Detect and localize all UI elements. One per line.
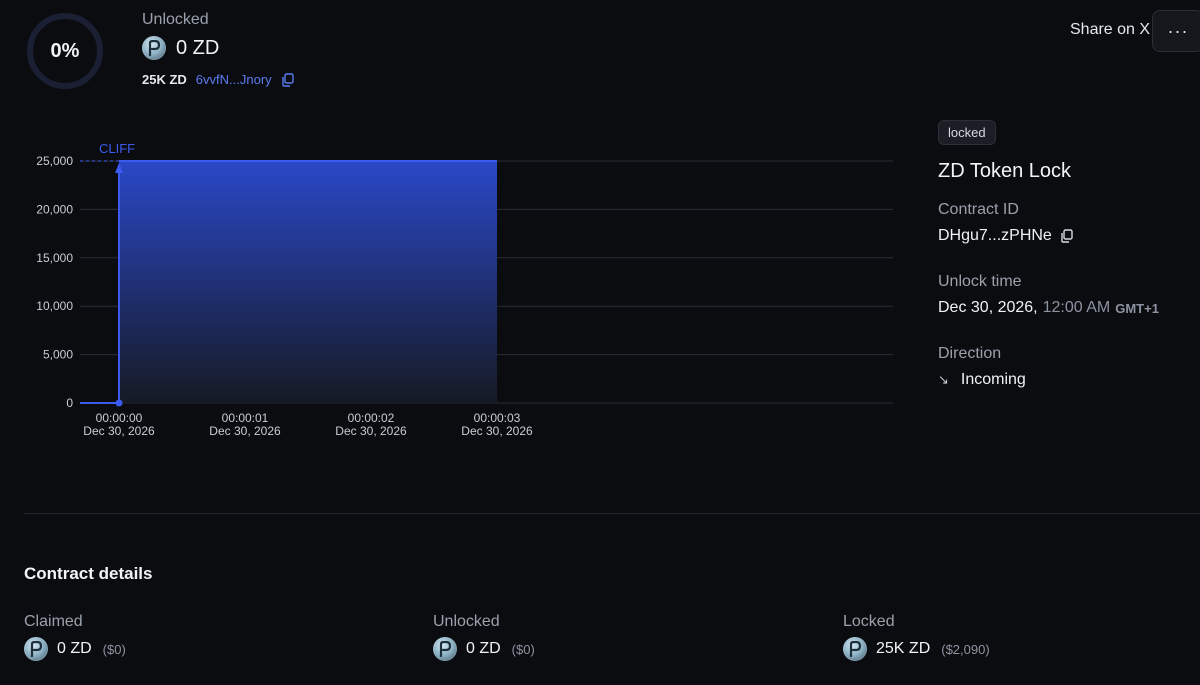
unlock-date: Dec 30, 2026, xyxy=(938,299,1038,316)
cliff-arrow-head xyxy=(115,163,123,173)
lock-title: ZD Token Lock xyxy=(938,160,1072,182)
contract-id-value: DHgu7...zPHNe xyxy=(938,227,1052,244)
x-tick-date: Dec 30, 2026 xyxy=(83,424,155,438)
locked-usd: ($2,090) xyxy=(941,641,990,657)
unlock-time-label: Unlock time xyxy=(938,273,1022,290)
unlocked-detail-usd: ($0) xyxy=(511,641,535,657)
direction-value: Incoming xyxy=(960,371,1026,388)
y-tick-label: 10,000 xyxy=(36,299,73,313)
direction-label: Direction xyxy=(938,345,1002,362)
progress-percent: 0% xyxy=(50,39,80,62)
start-point xyxy=(115,399,123,407)
x-tick-time: 00:00:02 xyxy=(348,411,395,425)
unlocked-amount-row: 0 ZD xyxy=(142,36,219,60)
vesting-chart-svg: 25,00020,00015,00010,0005,000000:00:00De… xyxy=(36,141,893,438)
claimed-amount: 0 ZD xyxy=(57,640,92,657)
zd-token-icon xyxy=(433,637,457,661)
claimed-usd: ($0) xyxy=(102,641,126,657)
x-tick-time: 00:00:01 xyxy=(222,411,269,425)
y-tick-label: 25,000 xyxy=(36,154,73,168)
locked-amount: 25K ZD xyxy=(876,640,931,657)
unlocked-detail-amount: 0 ZD xyxy=(466,640,501,657)
recipient-address-link[interactable]: 6vvfN...Jnory xyxy=(195,72,272,87)
claimed-row: 0 ZD ($0) xyxy=(24,637,126,661)
locked-row: 25K ZD ($2,090) xyxy=(843,637,990,661)
locked-label: Locked xyxy=(843,613,895,630)
unlocked-amount: 0 ZD xyxy=(176,36,220,59)
contract-id-row: DHgu7...zPHNe xyxy=(938,227,1074,245)
copy-icon[interactable] xyxy=(1060,229,1074,243)
total-amount: 25K ZD xyxy=(142,72,187,87)
status-badge: locked xyxy=(938,120,996,145)
unlocked-detail-row: 0 ZD ($0) xyxy=(433,637,535,661)
y-tick-label: 5,000 xyxy=(43,348,73,362)
more-options-button[interactable]: ··· xyxy=(1152,10,1200,52)
progress-ring xyxy=(26,12,104,90)
unlocked-label: Unlocked xyxy=(142,11,209,28)
y-tick-label: 15,000 xyxy=(36,251,73,265)
direction-row: ↘ Incoming xyxy=(938,371,1026,389)
contract-details-title: Contract details xyxy=(24,564,153,583)
cliff-label: CLIFF xyxy=(99,141,135,156)
section-divider xyxy=(24,513,1200,514)
x-tick-time: 00:00:03 xyxy=(474,411,521,425)
contract-id-label: Contract ID xyxy=(938,201,1019,218)
y-tick-label: 0 xyxy=(66,396,73,410)
x-tick-date: Dec 30, 2026 xyxy=(209,424,281,438)
x-tick-time: 00:00:00 xyxy=(96,411,143,425)
vesting-chart: 25,000 20,000 15,000 10,000 5,000 0 00:00:00 De… xyxy=(0,130,910,450)
token-summary-row: 25K ZD 6vvfN...Jnory xyxy=(142,72,295,87)
zd-token-icon xyxy=(843,637,867,661)
unlocked-detail-label: Unlocked xyxy=(433,613,500,630)
x-tick-date: Dec 30, 2026 xyxy=(335,424,407,438)
zd-token-icon xyxy=(142,36,166,60)
zd-token-icon xyxy=(24,637,48,661)
unlock-time-row: Dec 30, 2026, 12:00 AM GMT+1 xyxy=(938,299,1159,317)
area-fill xyxy=(119,161,497,403)
unlock-timezone: GMT+1 xyxy=(1115,300,1159,316)
y-tick-label: 20,000 xyxy=(36,202,73,216)
share-on-x-button[interactable]: Share on X xyxy=(1070,21,1151,38)
claimed-label: Claimed xyxy=(24,613,83,630)
incoming-arrow-icon: ↘ xyxy=(938,372,949,387)
unlock-clock: 12:00 AM xyxy=(1042,299,1111,316)
x-tick-date: Dec 30, 2026 xyxy=(461,424,533,438)
copy-icon[interactable] xyxy=(281,72,295,87)
